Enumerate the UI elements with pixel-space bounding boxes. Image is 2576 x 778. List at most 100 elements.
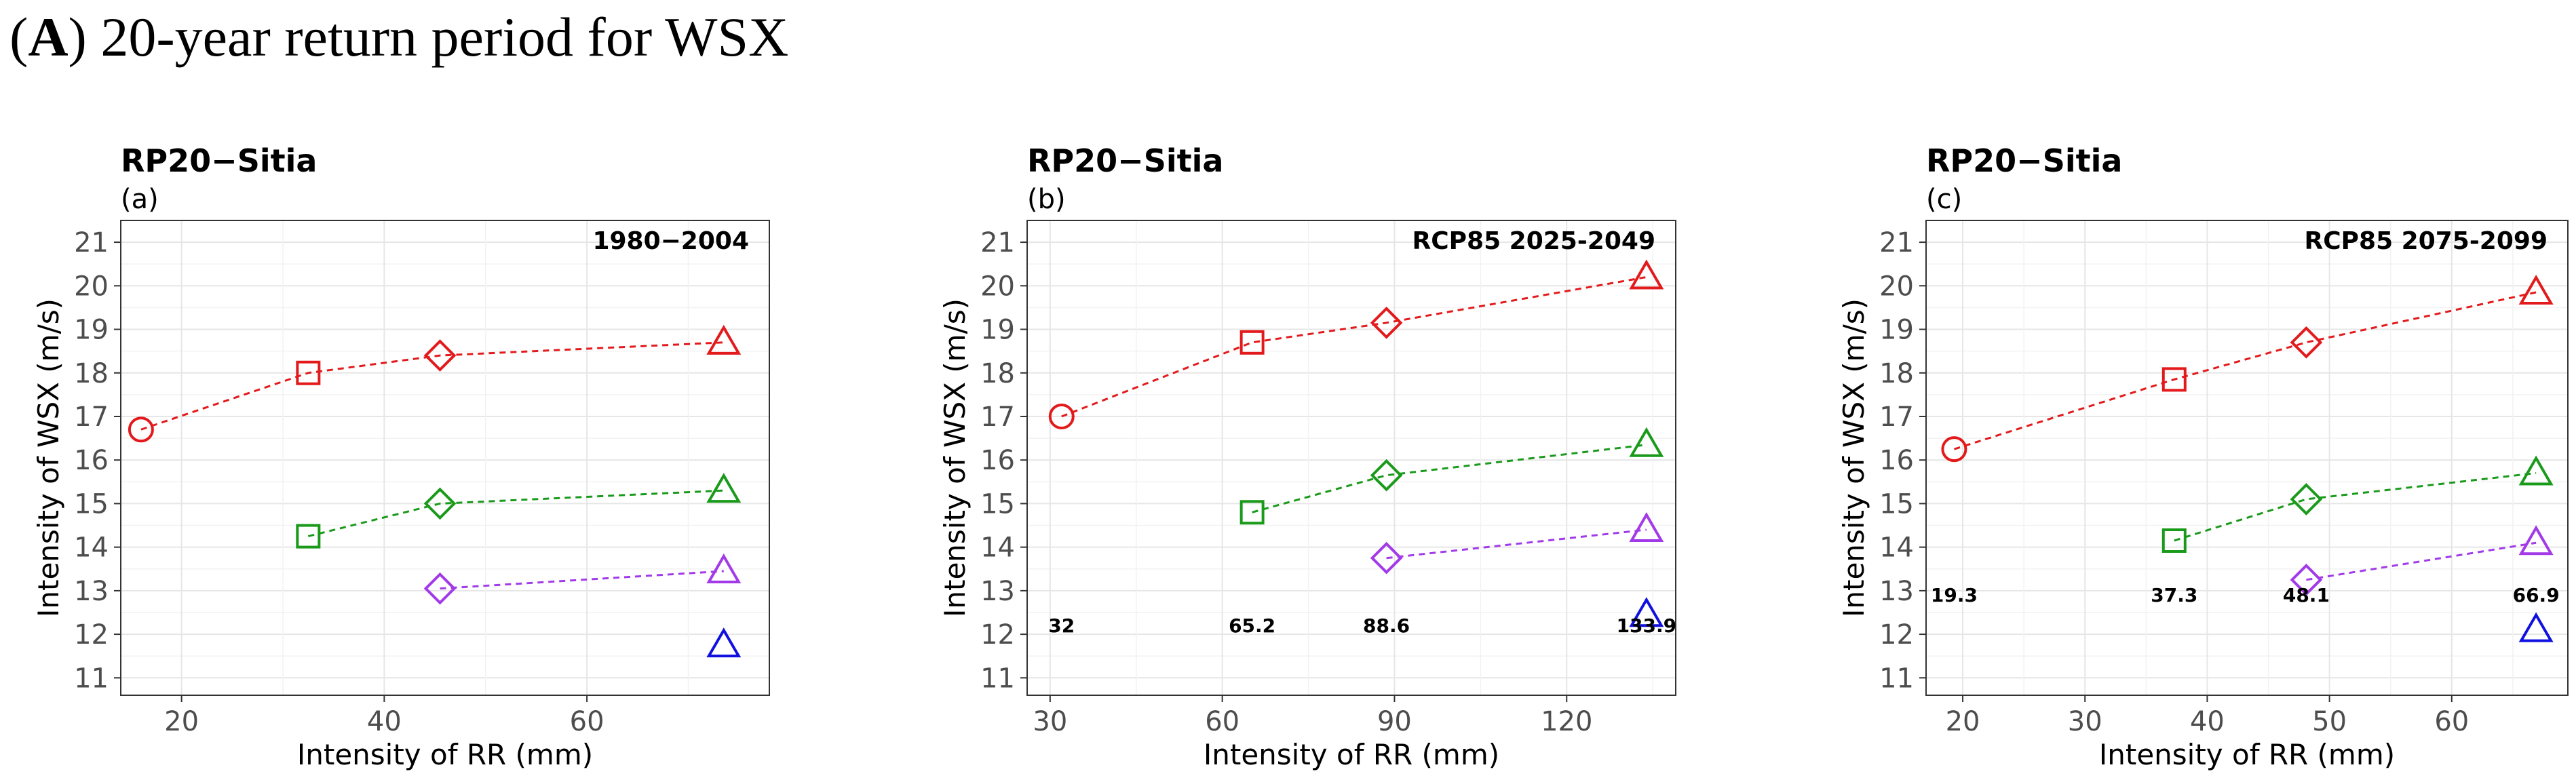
- point-diamond-green: [423, 487, 457, 520]
- y-tick-label: 13: [74, 576, 109, 607]
- y-tick-label: 11: [1879, 663, 1914, 694]
- y-tick-label: 14: [74, 532, 109, 564]
- point-diamond-red: [2290, 326, 2323, 359]
- plot-border: [120, 220, 770, 696]
- series-line-purple: [1386, 528, 1647, 560]
- y-tick-label: 17: [1879, 402, 1914, 433]
- point-triangle-green: [706, 473, 742, 503]
- y-tick-label: 13: [980, 576, 1015, 607]
- point-circle-red: [1048, 403, 1075, 429]
- period-annotation: RCP85 2025-2049: [1412, 227, 1656, 255]
- plot-border: [1925, 220, 2569, 696]
- point-diamond-red: [1370, 307, 1403, 339]
- y-tick-label: 12: [74, 619, 109, 650]
- series-blue: [2518, 612, 2554, 642]
- plot-area: [1027, 220, 1676, 695]
- chart-title: RP20−Sitia: [121, 142, 317, 179]
- value-label: 133.9: [1617, 615, 1677, 637]
- x-tick-label: 30: [2068, 706, 2102, 737]
- point-triangle-green: [2518, 455, 2554, 486]
- y-tick-label: 11: [74, 663, 109, 694]
- series-line-red: [140, 341, 724, 431]
- point-triangle-purple: [706, 553, 742, 583]
- x-tick-label: 20: [164, 706, 199, 737]
- y-tick-label: 16: [74, 445, 109, 476]
- period-annotation: RCP85 2075-2099: [2305, 227, 2548, 255]
- value-label: 19.3: [1931, 584, 1978, 606]
- series-blue: [706, 627, 742, 658]
- chart-title: RP20−Sitia: [1926, 142, 2122, 179]
- y-tick-label: 18: [74, 358, 109, 389]
- value-label: 88.6: [1363, 615, 1410, 637]
- y-tick-label: 14: [1879, 532, 1914, 564]
- point-circle-red: [128, 416, 154, 443]
- figure-title-text: 20-year return period for WSX: [100, 6, 789, 68]
- x-tick-label: 40: [367, 706, 402, 737]
- point-square-red: [2161, 367, 2187, 392]
- y-tick-label: 17: [980, 402, 1015, 433]
- y-tick-label: 13: [1879, 576, 1914, 607]
- point-triangle-red: [1629, 259, 1664, 290]
- chart-subtitle: (c): [1926, 184, 1962, 215]
- x-axis-label: Intensity of RR (mm): [297, 738, 593, 771]
- y-tick-label: 21: [74, 227, 109, 258]
- series-red: [128, 324, 742, 443]
- grid-lines: [1027, 220, 1676, 695]
- y-tick-label: 21: [980, 227, 1015, 258]
- y-tick-label: 15: [1879, 488, 1914, 520]
- y-tick-label: 21: [1879, 227, 1914, 258]
- point-diamond-purple: [1370, 541, 1403, 575]
- figure-title: (A) 20-year return period for WSX: [9, 6, 789, 68]
- x-tick-label: 20: [1946, 706, 1980, 737]
- value-label: 48.1: [2283, 584, 2330, 606]
- y-tick-label: 19: [1879, 315, 1914, 346]
- series-line-green: [2174, 471, 2537, 542]
- period-annotation: 1980−2004: [592, 227, 749, 255]
- plot-area: [1926, 220, 2568, 695]
- point-diamond-purple: [2290, 563, 2323, 596]
- x-tick-label: 50: [2312, 706, 2347, 737]
- series-purple: [423, 553, 742, 605]
- chart-panel-3: 11 12 13 14 15 16 17 18 19 20 21 20 30 40 50 60 Intensit…: [1837, 142, 2569, 771]
- series-blue: [1629, 597, 1664, 627]
- y-axis-label: Intensity of WSX (m/s): [32, 298, 65, 617]
- y-tick-label: 14: [980, 532, 1015, 564]
- grid-lines: [121, 220, 769, 695]
- point-circle-red: [1941, 436, 1967, 463]
- grid-lines: [1926, 220, 2568, 695]
- point-triangle-red: [2518, 274, 2554, 305]
- value-label: 32: [1048, 615, 1075, 637]
- series-green: [296, 473, 742, 549]
- point-triangle-red: [706, 324, 742, 355]
- y-tick-label: 19: [74, 315, 109, 346]
- chart-subtitle: (a): [121, 184, 159, 215]
- value-label: 37.3: [2151, 584, 2197, 606]
- point-square-green: [2161, 528, 2187, 553]
- y-tick-label: 18: [1879, 358, 1914, 389]
- point-triangle-purple: [2518, 525, 2554, 556]
- x-tick-label: 60: [1205, 706, 1239, 737]
- x-tick-label: 40: [2190, 706, 2225, 737]
- y-tick-label: 15: [74, 488, 109, 520]
- chart-title: RP20−Sitia: [1027, 142, 1223, 179]
- series-purple: [1370, 511, 1664, 575]
- point-diamond-red: [423, 339, 457, 372]
- y-tick-label: 18: [980, 358, 1015, 389]
- x-tick-label: 120: [1541, 706, 1592, 737]
- series-green: [1239, 427, 1664, 525]
- y-tick-label: 20: [1879, 271, 1914, 302]
- figure-label-letter: A: [28, 6, 69, 68]
- series-red: [1941, 274, 2554, 463]
- point-diamond-green: [2290, 483, 2323, 516]
- y-tick-label: 20: [980, 271, 1015, 302]
- series-line-green: [1252, 444, 1647, 513]
- point-square-green: [296, 524, 321, 549]
- y-tick-label: 12: [980, 619, 1015, 650]
- point-square-green: [1239, 500, 1265, 525]
- point-triangle-blue: [2518, 612, 2554, 642]
- plot-area: [121, 220, 769, 695]
- chart-subtitle: (b): [1027, 184, 1066, 215]
- y-tick-label: 15: [980, 488, 1015, 520]
